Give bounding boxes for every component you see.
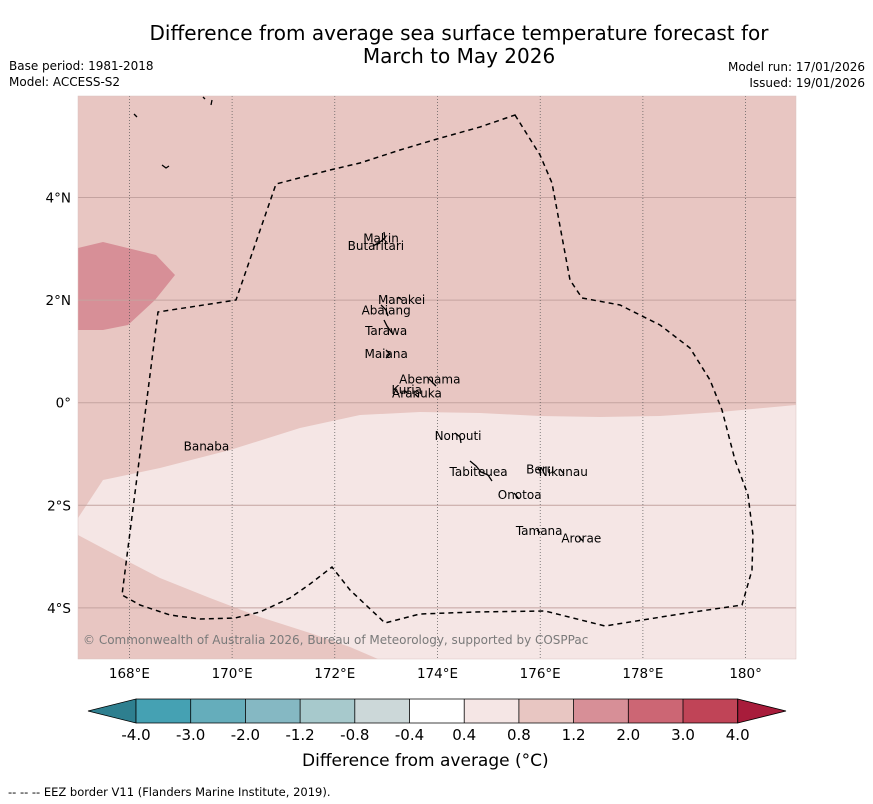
island-shape bbox=[403, 389, 408, 394]
island-shape bbox=[427, 377, 437, 387]
neutral-anomaly-region bbox=[78, 405, 796, 659]
longitude-tick-label: 176°E bbox=[520, 666, 561, 682]
colorbar-swatch bbox=[409, 699, 465, 723]
island-label: Onotoa bbox=[498, 488, 542, 502]
map-title: Difference from average sea surface temp… bbox=[0, 22, 873, 68]
longitude-tick-label: 170°E bbox=[212, 666, 253, 682]
island-outlines bbox=[133, 96, 584, 542]
southwest-warm-region bbox=[78, 535, 378, 659]
model-name: Model: ACCESS-S2 bbox=[9, 75, 121, 89]
latitude-tick-label: 2°N bbox=[46, 293, 71, 309]
island-shape bbox=[385, 349, 391, 359]
colorbar-swatch bbox=[464, 699, 519, 723]
latitude-tick-label: 2°S bbox=[47, 498, 71, 514]
longitude-tick-label: 178°E bbox=[622, 666, 663, 682]
island-shape bbox=[202, 96, 206, 100]
colorbar-swatch bbox=[245, 699, 301, 723]
island-label: Abemama bbox=[399, 373, 460, 387]
title-line-1: Difference from average sea surface temp… bbox=[149, 21, 769, 45]
island-shape bbox=[380, 304, 389, 317]
colorbar-swatch bbox=[300, 699, 355, 723]
colorbar-over-triangle bbox=[737, 698, 787, 724]
island-label: Nikunau bbox=[539, 465, 588, 479]
island-shape bbox=[513, 492, 520, 500]
island-label: Abaiang bbox=[362, 303, 411, 317]
island-label: Tamana bbox=[515, 524, 563, 538]
latitude-tick-label: 4°S bbox=[47, 601, 71, 617]
colorbar-swatch bbox=[683, 699, 738, 723]
island-label: Maiana bbox=[364, 347, 407, 361]
map-frame bbox=[77, 95, 797, 660]
issued-date: Issued: 19/01/2026 bbox=[749, 76, 865, 90]
island-shape bbox=[559, 468, 565, 475]
latitude-tick-labels: 4°N 2°N 0° 2°S 4°S bbox=[46, 191, 71, 617]
eez-border bbox=[121, 114, 754, 627]
island-shape bbox=[469, 460, 493, 482]
colorbar-swatch bbox=[628, 699, 683, 723]
colorbar-tick-label: -1.2 bbox=[285, 726, 314, 744]
model-run: Model run: 17/01/2026 bbox=[727, 60, 865, 74]
colorbar-swatch bbox=[354, 699, 410, 723]
gridlines bbox=[78, 96, 796, 659]
island-shape bbox=[383, 319, 393, 334]
island-label: Nonouti bbox=[435, 429, 482, 443]
colorbar: -4.0 -3.0 -2.0 -1.2 -0.8 -0.4 0.4 0.8 1.2 2.0 3.0 4… bbox=[87, 698, 787, 744]
colorbar-swatch bbox=[573, 699, 629, 723]
meta-left: Base period: 1981-2018 Model: ACCESS-S2 bbox=[9, 58, 154, 90]
meta-right: Model run: 17/01/2026 Issued: 19/01/2026 bbox=[728, 59, 865, 91]
longitude-tick-label: 180° bbox=[729, 666, 762, 682]
island-shape bbox=[536, 529, 541, 534]
island-label: Kuria bbox=[391, 383, 422, 397]
island-label: Beru bbox=[526, 462, 554, 476]
island-label: Arorae bbox=[561, 532, 601, 546]
island-shape bbox=[397, 296, 403, 301]
longitude-tick-label: 174°E bbox=[417, 666, 458, 682]
island-label: Tabiteuea bbox=[449, 465, 508, 479]
island-label: Banaba bbox=[184, 439, 230, 453]
colorbar-tick-label: 0.8 bbox=[507, 726, 531, 744]
island-shape bbox=[206, 447, 210, 451]
colorbar-tick-label: 0.4 bbox=[452, 726, 476, 744]
longitude-tick-label: 172°E bbox=[314, 666, 355, 682]
island-label: Marakei bbox=[378, 293, 425, 307]
longitude-tick-labels: 168°E 170°E 172°E 174°E 176°E 178°E 180° bbox=[109, 666, 762, 682]
island-shape bbox=[537, 467, 542, 474]
latitude-tick-label: 4°N bbox=[46, 191, 71, 207]
island-shape bbox=[578, 536, 584, 542]
island-shape bbox=[210, 99, 213, 106]
island-label: Tarawa bbox=[364, 324, 407, 338]
island-shape bbox=[454, 432, 462, 444]
colorbar-tick-label: 2.0 bbox=[616, 726, 640, 744]
western-warm-patch bbox=[78, 242, 175, 330]
island-shape bbox=[372, 231, 386, 247]
colorbar-tick-label: -4.0 bbox=[121, 726, 150, 744]
island-shape bbox=[161, 164, 170, 169]
colorbar-tick-label: 4.0 bbox=[726, 726, 750, 744]
island-shape bbox=[133, 113, 138, 118]
eez-footnote: -- -- -- EEZ border V11 (Flanders Marine… bbox=[8, 785, 331, 799]
base-period: Base period: 1981-2018 bbox=[9, 59, 154, 73]
island-label: Aranuka bbox=[392, 386, 442, 400]
longitude-tick-label: 168°E bbox=[109, 666, 150, 682]
colorbar-swatch bbox=[190, 699, 246, 723]
colorbar-tick-label: -0.4 bbox=[395, 726, 424, 744]
colorbar-tick-label: -2.0 bbox=[231, 726, 260, 744]
colorbar-tick-label: 1.2 bbox=[562, 726, 586, 744]
colorbar-tick-label: -3.0 bbox=[176, 726, 205, 744]
colorbar-under-triangle bbox=[87, 698, 137, 724]
island-shape bbox=[414, 393, 419, 398]
colorbar-tick-label: 3.0 bbox=[671, 726, 695, 744]
copyright-text: © Commonwealth of Australia 2026, Bureau… bbox=[83, 633, 588, 647]
colorbar-title: Difference from average (°C) bbox=[302, 751, 549, 771]
island-label: Makin bbox=[363, 232, 399, 246]
latitude-tick-label: 0° bbox=[56, 396, 71, 412]
title-line-2: March to May 2026 bbox=[362, 44, 556, 68]
colorbar-swatch bbox=[136, 699, 191, 723]
colorbar-swatch bbox=[518, 699, 574, 723]
island-label: Butaritari bbox=[348, 239, 405, 253]
colorbar-tick-label: -0.8 bbox=[340, 726, 369, 744]
